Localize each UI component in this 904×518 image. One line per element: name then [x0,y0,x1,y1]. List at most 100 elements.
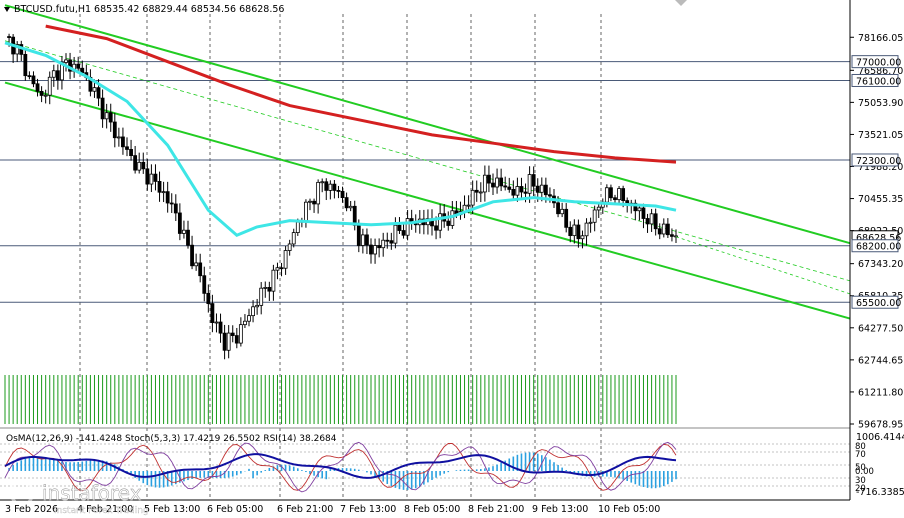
candle-bull [405,218,410,236]
candle-bear [202,275,207,294]
candle-bear [389,240,394,244]
candle-bull [478,191,483,194]
candle-bear [356,224,361,246]
candle-bull [617,188,621,201]
candle-bear [344,197,349,209]
candle-bear [665,223,670,236]
candle-bull [539,184,544,193]
time-tick-label: 8 Feb 05:00 [404,504,460,515]
candle-bear [133,155,138,171]
candle-bear [27,75,32,78]
candle-bear [645,218,650,225]
time-tick-label: 5 Feb 13:00 [144,504,200,515]
candle-bear [564,208,569,228]
candle-bear [153,173,158,182]
candle-bull [466,204,471,207]
candle-bull [495,177,499,188]
candle-bear [234,335,239,344]
price-tick-label: 59678.95 [858,420,903,431]
candle-bull [194,262,199,267]
candle-bear [336,190,341,192]
candle-bull [320,181,325,184]
candle-bear [206,292,211,304]
candle-bull [259,287,264,306]
candle-bull [649,213,654,225]
candle-bear [218,321,223,334]
price-tick-label: 73521.05 [858,130,903,141]
candle-bear [141,161,146,170]
candle-bull [283,250,288,269]
level-price-tag: 72300.00 [856,156,901,167]
candle-bull [295,221,300,233]
candle-bear [474,189,479,193]
candle-bear [511,189,516,196]
candle-bull [104,112,109,120]
candle-bull [393,224,398,244]
candle-bull [592,209,597,223]
price-tick-label: 67343.20 [858,259,903,270]
indicator-header: OsMA(12,26,9) -141.4248 Stoch(5,3,3) 17.… [6,434,337,444]
last-price-tag: 68628.56 [856,233,901,244]
level-price-tag: 68200.00 [856,242,901,253]
candle-bull [360,234,365,246]
indicator-level-label: 30 [855,476,866,486]
candle-bull [373,245,377,255]
indicator-level-label: 70 [855,450,866,460]
price-tag-box [851,73,899,87]
candle-bull [287,243,292,251]
candle-bear [523,191,528,194]
candle-bear [279,267,284,270]
watermark-tagline: Instant Forex Trading [54,506,149,516]
candle-bear [548,194,552,197]
candle-bear [177,212,182,234]
candle-bull [661,223,666,235]
candle-bear [653,213,658,230]
price-tick-label: 71988.20 [858,162,903,173]
candle-bull [51,70,56,78]
candle-bull [247,315,251,322]
candle-bull [580,235,585,240]
candle-bull [588,221,593,224]
candle-bear [55,70,60,81]
candle-bear [519,186,524,193]
candle-bull [226,332,231,351]
ema-slow-line [45,24,677,164]
price-tick-label: 61211.80 [858,387,903,398]
candle-bull [149,173,154,185]
price-tag-box [851,153,899,167]
price-tick-label: 76586.70 [858,66,903,77]
shift-marker-icon[interactable] [675,0,687,6]
moving-averages [4,24,851,295]
candle-bear [543,184,548,196]
candle-bull [572,224,577,237]
price-tag-box [851,295,899,309]
candle-bear [157,181,162,193]
time-tick-label: 7 Feb 13:00 [340,504,396,515]
indicator-level-label: 0.00 [855,467,874,477]
indicator-level-label: 50 [855,463,866,473]
candle-bear [385,239,390,242]
level-price-tag: 77000.00 [856,58,901,69]
candle-bull [560,208,565,215]
candle-bear [76,63,81,69]
candle-bear [267,287,272,292]
candle-bear [222,332,227,351]
candle-bull [515,186,520,196]
watermark: instaforex Instant Forex Trading [9,480,149,516]
price-tags: 77000.00 76100.00 72300.00 68628.5668200.00… [851,55,901,309]
collapse-triangle-icon[interactable] [4,7,10,12]
channel-upper-line [4,4,851,245]
candles [7,33,678,360]
time-tick-label: 4 Feb 21:00 [77,504,133,515]
candle-bull [271,269,276,292]
candle-bull [92,87,97,92]
candle-bull [482,174,487,193]
time-tick-label: 9 Feb 13:00 [532,504,588,515]
candle-bear [446,220,451,226]
candle-bull [527,174,532,194]
candle-bull [64,59,68,63]
candle-bear [129,149,133,157]
candle-bull [328,183,333,191]
